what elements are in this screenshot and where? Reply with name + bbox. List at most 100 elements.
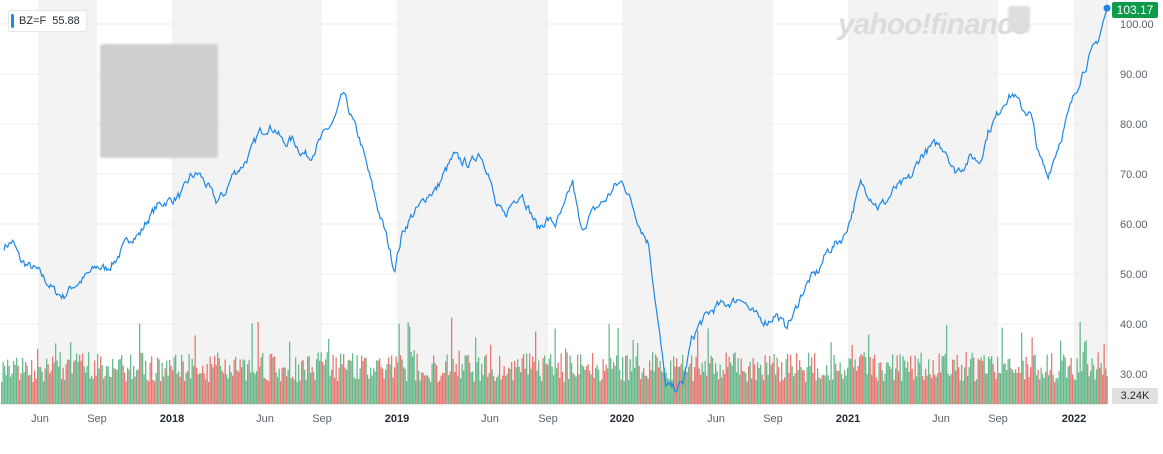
volume-bar — [1085, 340, 1087, 404]
last-price-badge: 103.17 — [1112, 2, 1158, 18]
volume-bar — [283, 367, 285, 404]
volume-bar — [95, 375, 97, 404]
volume-bar — [316, 359, 318, 404]
volume-bar — [748, 366, 750, 404]
volume-bar — [1079, 322, 1081, 404]
volume-bar — [43, 381, 45, 404]
volume-bar — [179, 376, 181, 404]
volume-bar — [982, 360, 984, 404]
volume-bar — [860, 353, 862, 404]
volume-bar — [398, 323, 400, 404]
volume-bar — [191, 358, 193, 404]
volume-bar — [872, 358, 874, 404]
volume-bar — [820, 378, 822, 404]
volume-bar — [496, 377, 498, 404]
volume-bar — [1106, 376, 1108, 404]
volume-bar — [593, 377, 595, 404]
volume-bar — [797, 370, 799, 404]
x-tick-label: Sep — [763, 413, 783, 425]
volume-bar — [896, 355, 898, 404]
volume-bar — [866, 374, 868, 404]
symbol-legend[interactable]: BZ=F 55.88 — [8, 10, 87, 32]
volume-bar — [203, 373, 205, 404]
volume-bar — [1000, 373, 1002, 404]
volume-bar — [1102, 374, 1104, 404]
volume-bar — [881, 370, 883, 404]
volume-bar — [625, 355, 627, 404]
volume-bar — [1033, 355, 1035, 404]
volume-bar — [295, 357, 297, 404]
volume-bar — [196, 367, 198, 404]
volume-bar — [380, 366, 382, 404]
volume-bar — [487, 376, 489, 404]
volume-bar — [113, 368, 115, 404]
volume-bar — [70, 342, 72, 404]
volume-bar — [602, 359, 604, 404]
volume-bar — [1093, 365, 1095, 404]
volume-bar — [617, 327, 619, 404]
volume-bar — [91, 375, 93, 404]
volume-bar — [320, 352, 322, 404]
volume-bar — [358, 379, 360, 404]
volume-bar — [64, 379, 66, 404]
volume-bar — [502, 375, 504, 404]
volume-bar — [788, 372, 790, 404]
volume-bar — [385, 369, 387, 404]
volume-bar — [124, 372, 126, 404]
volume-bar — [313, 371, 315, 404]
volume-bar — [1015, 369, 1017, 404]
volume-bar — [503, 366, 505, 404]
volume-bar — [2, 361, 4, 404]
volume-bar — [1025, 356, 1027, 404]
volume-bar — [451, 317, 453, 404]
volume-bar — [871, 374, 873, 404]
volume-bar — [767, 375, 769, 404]
volume-bar — [689, 363, 691, 404]
volume-bar — [368, 378, 370, 404]
volume-bar — [403, 367, 405, 404]
volume-bar — [296, 382, 298, 404]
volume-bar — [610, 357, 612, 404]
volume-bar — [143, 374, 145, 404]
volume-bar — [416, 353, 418, 404]
volume-bar — [985, 373, 987, 404]
volume-bar — [437, 381, 439, 404]
volume-bar — [581, 365, 583, 404]
volume-bar — [1097, 352, 1099, 404]
volume-bar — [973, 357, 975, 404]
volume-bar — [1024, 379, 1026, 404]
volume-bar — [518, 366, 520, 404]
volume-bar — [473, 381, 475, 404]
volume-bar — [164, 368, 166, 404]
volume-bar — [394, 367, 396, 404]
x-tick-label: Sep — [988, 413, 1008, 425]
volume-bar — [800, 367, 802, 404]
volume-bar — [976, 379, 978, 404]
volume-bar — [361, 355, 363, 404]
volume-bar — [1016, 372, 1018, 404]
volume-bar — [782, 379, 784, 404]
volume-bar — [370, 367, 372, 404]
volume-bar — [766, 362, 768, 404]
volume-bar — [1066, 377, 1068, 404]
volume-bar — [889, 366, 891, 404]
volume-bar — [44, 368, 46, 404]
volume-bar — [568, 379, 570, 404]
volume-bar — [116, 369, 118, 404]
volume-bar — [166, 360, 168, 404]
volume-bar — [527, 374, 529, 404]
volume-bar — [658, 367, 660, 404]
volume-bar — [1028, 377, 1030, 404]
volume-bar — [679, 366, 681, 404]
period-band-2 — [397, 0, 548, 404]
price-line — [3, 8, 1108, 393]
volume-bar — [185, 373, 187, 404]
volume-bar — [574, 375, 576, 404]
volume-bar — [194, 335, 196, 404]
volume-bar — [521, 358, 523, 404]
volume-bar — [245, 380, 247, 404]
volume-bar — [695, 356, 697, 404]
volume-bar — [914, 355, 916, 404]
volume-bar — [751, 378, 753, 404]
volume-bar — [572, 373, 574, 404]
